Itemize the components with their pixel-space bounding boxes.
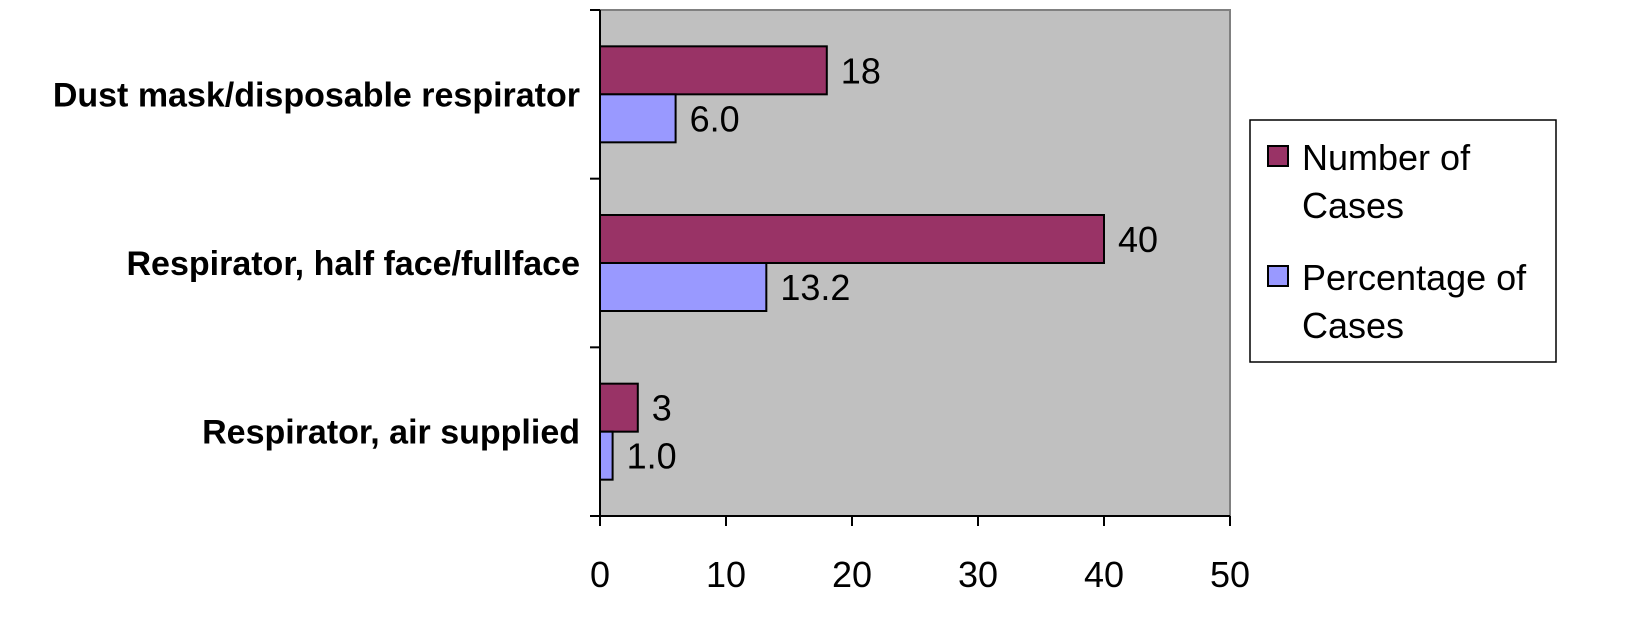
data-label: 40 [1118,219,1158,260]
category-label: Dust mask/disposable respirator [53,76,580,114]
x-tick-label: 20 [832,554,872,595]
category-label: Respirator, half face/fullface [127,245,581,283]
legend-label: Cases [1302,185,1404,226]
x-tick-label: 50 [1210,554,1250,595]
bar-number [599,382,639,433]
data-label: 6.0 [690,98,740,139]
bar-percentage [599,262,768,312]
legend-label: Percentage of [1302,257,1527,298]
legend-label: Number of [1302,137,1471,178]
legend-box [1249,119,1557,363]
legend-swatch-number [1267,145,1289,167]
legend-label: Cases [1302,305,1404,346]
data-label: 18 [841,50,881,91]
data-label: 13.2 [780,267,850,308]
bar-percentage [599,430,614,481]
x-tick-label: 40 [1084,554,1124,595]
bar-number [599,214,1105,264]
data-label: 1.0 [627,436,677,477]
bar-percentage [599,93,677,144]
bar-number [599,45,828,96]
legend-swatch-percentage [1267,265,1289,287]
x-tick-label: 30 [958,554,998,595]
data-label: 3 [652,388,672,429]
category-label: Respirator, air supplied [202,414,580,452]
x-tick-label: 10 [706,554,746,595]
x-tick-label: 0 [590,554,610,595]
